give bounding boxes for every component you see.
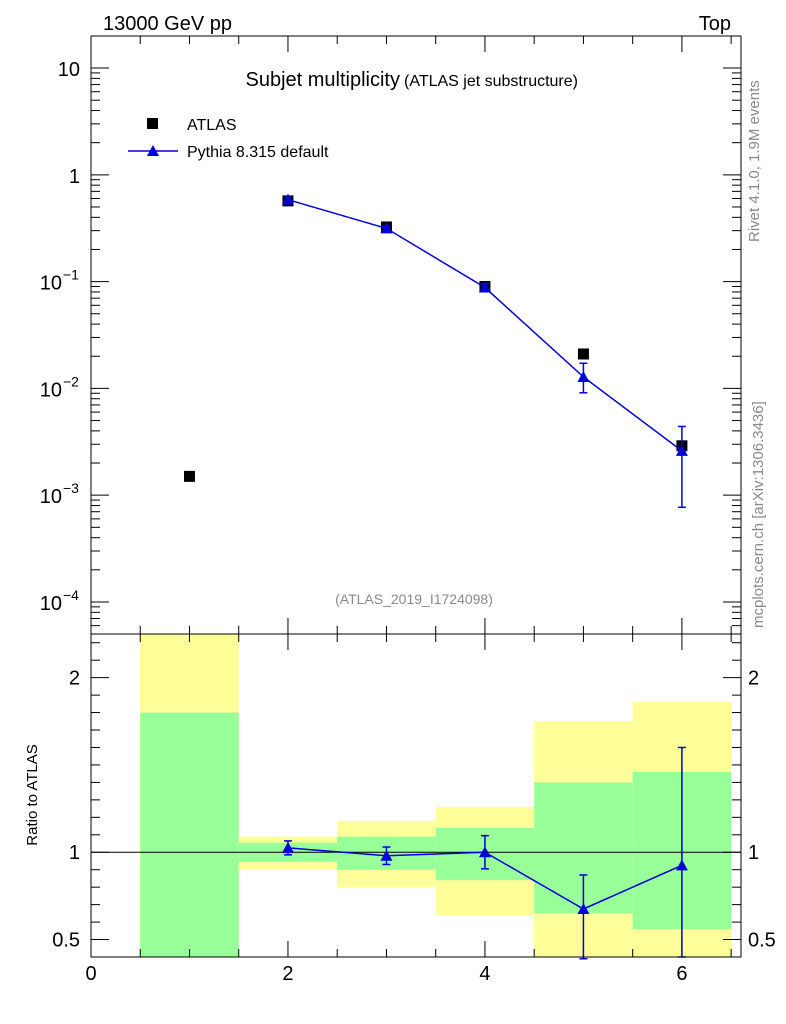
ratio-pythia-point — [577, 902, 590, 914]
ratio-ytick-label-right: 2 — [748, 668, 759, 690]
pythia-data-point — [478, 281, 491, 293]
main-ytick-exponent: −2 — [63, 373, 79, 389]
ratio-ytick-label-left: 2 — [69, 668, 80, 690]
legend-pythia-marker — [147, 145, 159, 156]
ratio-pythia-point — [478, 846, 491, 858]
energy-label: 13000 GeV pp — [103, 13, 232, 35]
ratio-ytick-label-left: 0.5 — [52, 930, 80, 952]
plot-subtitle: (ATLAS jet substructure) — [404, 73, 578, 90]
atlas-data-point — [577, 348, 589, 360]
pythia-data-point — [380, 222, 393, 234]
pythia-data-point — [675, 444, 688, 456]
ratio-xtick-label: 2 — [282, 963, 293, 985]
process-label: Top — [699, 13, 731, 35]
plot-title: Subjet multiplicity — [245, 69, 400, 91]
main-ytick-exponent: −4 — [63, 587, 79, 603]
ratio-ylabel: Ratio to ATLAS — [24, 744, 41, 845]
legend-pythia-label: Pythia 8.315 default — [187, 144, 329, 161]
ratio-frame — [90, 633, 742, 958]
ratio-ytick-label-right: 1 — [748, 842, 759, 864]
ratio-pythia-point — [675, 859, 688, 871]
ratio-ytick-label-right: 0.5 — [748, 930, 776, 952]
mcplots-label: mcplots.cern.ch [arXiv:1306.3436] — [750, 401, 767, 628]
analysis-watermark: (ATLAS_2019_I1724098) — [335, 591, 493, 607]
ratio-plot-panel: 0.5 0.5 1 1 2 2 0 2 4 6 — [52, 633, 776, 985]
legend: ATLAS Pythia 8.315 default — [128, 117, 329, 161]
main-ytick-label: 10 — [58, 59, 80, 81]
ratio-pythia-point — [380, 849, 393, 861]
main-ytick-exponent: −1 — [63, 267, 79, 283]
legend-atlas-marker — [147, 118, 158, 129]
main-ytick-label: 10 — [40, 486, 62, 508]
pythia-data-point — [281, 193, 294, 205]
atlas-data-point — [183, 470, 195, 482]
ratio-xtick-label: 6 — [676, 963, 687, 985]
ratio-xtick-label: 4 — [479, 963, 490, 985]
pythia-line — [287, 198, 683, 452]
ratio-uncertainty-band-inner — [140, 712, 239, 957]
main-ytick-label: 10 — [40, 273, 62, 295]
ratio-xtick-label: 0 — [85, 963, 96, 985]
ratio-ytick-label-left: 1 — [69, 842, 80, 864]
legend-atlas-label: ATLAS — [187, 117, 237, 134]
main-ytick-exponent: −3 — [63, 480, 79, 496]
pythia-data-point — [577, 370, 590, 382]
ratio-pythia-point — [281, 841, 294, 853]
main-ytick-label: 10 — [40, 379, 62, 401]
rivet-version-label: Rivet 4.1.0, 1.9M events — [746, 80, 763, 242]
main-ytick-label: 1 — [69, 166, 80, 188]
main-ytick-label: 10 — [40, 593, 62, 615]
